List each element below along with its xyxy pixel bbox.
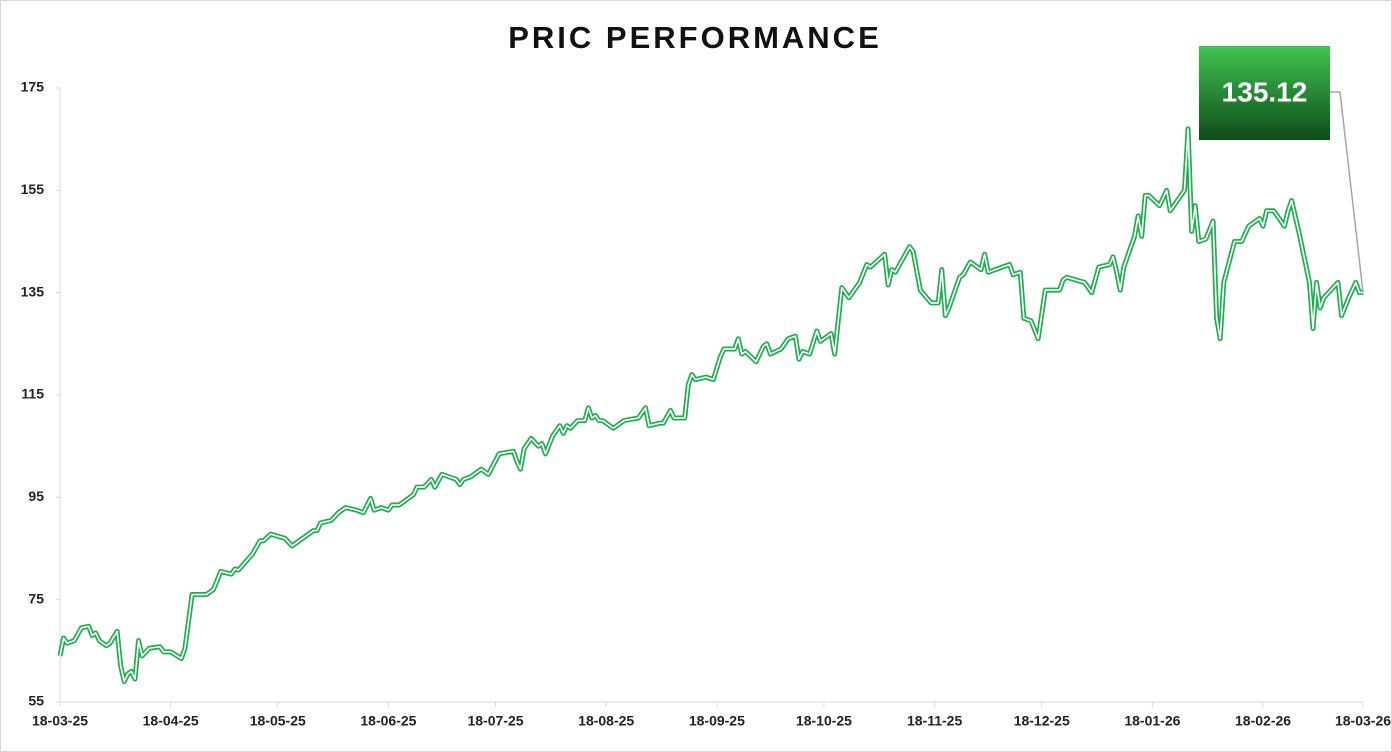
x-tick-label: 18-06-25 <box>360 713 416 729</box>
y-tick-label: 95 <box>28 488 44 504</box>
y-tick-label: 175 <box>21 79 45 95</box>
y-tick-label: 155 <box>21 181 45 197</box>
y-tick-label: 115 <box>21 386 44 402</box>
chart-title: PRIC PERFORMANCE <box>508 20 882 55</box>
x-tick-label: 18-04-25 <box>143 713 199 729</box>
x-tick-label: 18-05-25 <box>250 713 306 729</box>
x-tick-label: 18-11-25 <box>907 713 962 729</box>
x-tick-label: 18-10-25 <box>796 713 852 729</box>
callout-value: 135.12 <box>1222 76 1308 107</box>
x-tick-label: 18-01-26 <box>1124 713 1180 729</box>
y-tick-label: 55 <box>28 693 44 709</box>
x-tick-label: 18-09-25 <box>689 713 745 729</box>
callout-leader <box>1330 91 1364 293</box>
x-tick-label: 18-02-26 <box>1235 713 1291 729</box>
x-tick-label: 18-12-25 <box>1014 713 1070 729</box>
x-tick-label: 18-03-26 <box>1335 713 1391 729</box>
x-tick-label: 18-07-25 <box>467 713 523 729</box>
x-tick-label: 18-03-25 <box>32 713 88 729</box>
y-tick-label: 135 <box>21 283 45 299</box>
callout-box <box>1199 46 1330 140</box>
y-tick-label: 75 <box>28 590 44 606</box>
x-tick-label: 18-08-25 <box>578 713 634 729</box>
price-line-inner <box>59 128 1364 683</box>
